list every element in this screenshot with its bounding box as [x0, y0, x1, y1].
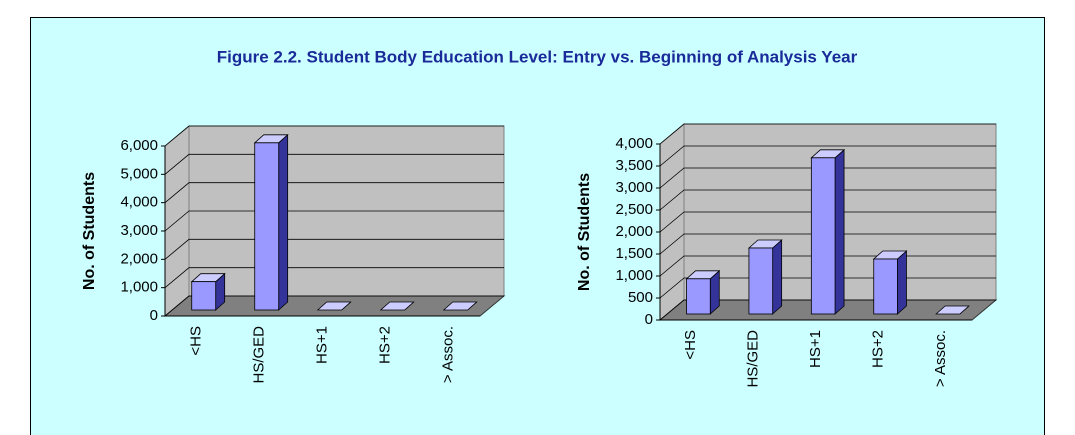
y-tick-label: 500 [628, 289, 653, 306]
grid-line [659, 233, 996, 255]
x-tick-label: HS+1 [807, 330, 824, 368]
y-tick-label: 1,500 [615, 245, 653, 262]
bar [254, 142, 280, 311]
grid-line [164, 295, 504, 317]
grid-line [659, 145, 996, 167]
x-tick-label: <HS [682, 330, 699, 360]
x-tick-label: HS+2 [376, 326, 393, 364]
x-tick-label: HS/GED [745, 330, 762, 388]
y-tick-label: 1,000 [615, 267, 653, 284]
x-tick-label: > Assoc. [932, 330, 949, 387]
figure-title: Figure 2.2. Student Body Education Level… [217, 47, 858, 66]
y-axis-label: No. of Students [81, 172, 98, 290]
grid-line [164, 267, 504, 288]
grid-line [164, 153, 504, 175]
y-tick-label: 1,000 [120, 279, 158, 296]
grid-line [164, 210, 504, 232]
y-tick-label: 4,000 [615, 135, 653, 152]
bar-top [316, 301, 352, 311]
y-tick-label: 2,000 [615, 223, 653, 240]
y-tick-label: 0 [150, 307, 158, 324]
y-tick-label: 2,500 [615, 201, 653, 218]
y-tick-label: 3,000 [120, 222, 158, 239]
bar-top [379, 301, 415, 311]
y-tick-label: 4,000 [120, 194, 158, 211]
bar-side [278, 133, 289, 311]
y-tick-label: 3,000 [615, 179, 653, 196]
bar-top [442, 301, 478, 311]
x-tick-label: HS+2 [869, 330, 886, 368]
bar [810, 157, 836, 315]
bar-top [935, 305, 970, 315]
x-tick-label: HS+1 [313, 326, 330, 364]
grid-line [659, 167, 996, 189]
grid-line [164, 238, 504, 260]
y-tick-label: 0 [645, 311, 653, 328]
bar [748, 247, 774, 315]
y-axis-label: No. of Students [576, 173, 593, 291]
grid-line [659, 211, 996, 233]
y-tick-label: 2,000 [120, 250, 158, 267]
x-tick-label: <HS [187, 326, 204, 356]
bar [686, 278, 711, 315]
y-tick-label: 3,500 [615, 157, 653, 174]
grid-line [659, 123, 996, 145]
grid-line [164, 182, 504, 203]
grid-line [659, 189, 996, 211]
y-tick-label: 6,000 [120, 137, 158, 154]
bar [191, 281, 217, 311]
y-tick-label: 5,000 [120, 165, 158, 182]
x-tick-label: HS/GED [250, 326, 267, 384]
grid-line [164, 125, 504, 147]
bar-side [772, 239, 783, 315]
bar-side [834, 148, 845, 315]
bar [873, 258, 898, 315]
bar-side [897, 250, 907, 315]
x-tick-label: > Assoc. [439, 326, 456, 383]
